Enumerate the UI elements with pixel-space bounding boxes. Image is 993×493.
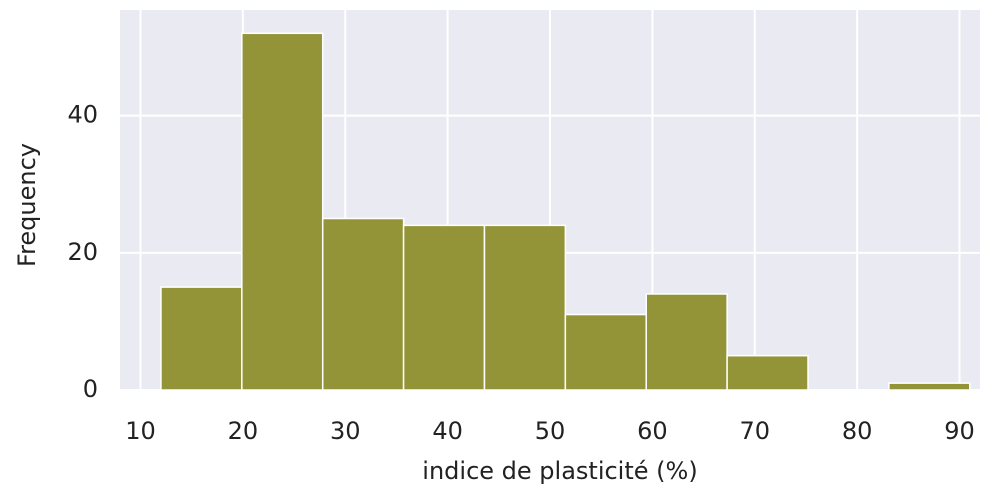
bar	[321, 217, 405, 391]
y-tick-label: 0	[83, 375, 98, 403]
x-tick-label: 40	[432, 417, 463, 445]
x-tick-label: 20	[228, 417, 259, 445]
bar	[645, 293, 728, 391]
bar	[402, 224, 486, 391]
bar	[564, 313, 647, 391]
bar	[160, 286, 243, 391]
x-tick-label: 50	[535, 417, 566, 445]
bar	[888, 382, 971, 391]
bar	[241, 32, 324, 391]
x-tick-label: 70	[739, 417, 770, 445]
x-axis-label: indice de plasticité (%)	[422, 457, 697, 485]
x-tick-label: 10	[125, 417, 156, 445]
x-tick-label: 80	[842, 417, 873, 445]
x-tick-label: 30	[330, 417, 361, 445]
bar	[726, 354, 809, 391]
x-tick-label: 90	[944, 417, 975, 445]
bar	[483, 224, 567, 391]
x-tick-label: 60	[637, 417, 668, 445]
y-axis-label: Frequency	[13, 143, 41, 267]
y-tick-label: 20	[67, 238, 98, 266]
y-tick-label: 40	[67, 101, 98, 129]
